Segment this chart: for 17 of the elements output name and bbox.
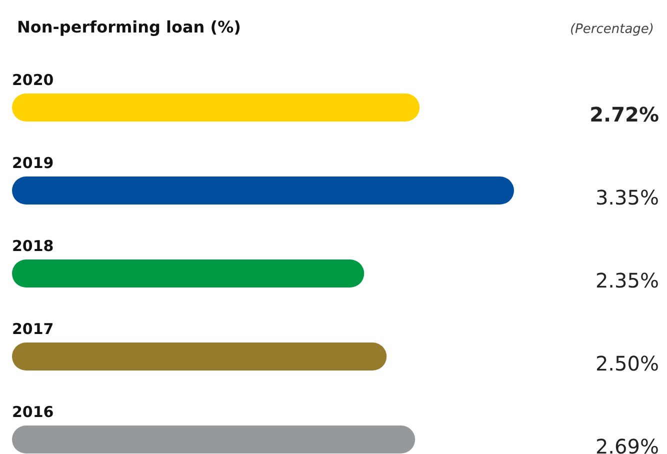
data-label: 2.35% [595, 268, 659, 292]
y-tick-label: 2019 [12, 154, 54, 172]
bar [12, 176, 514, 204]
data-label: 2.69% [595, 434, 659, 454]
y-tick-label: 2018 [12, 237, 54, 255]
data-label: 2.50% [595, 352, 659, 376]
chart-title: Non-performing loan (%) [17, 18, 241, 36]
data-label: 3.35% [595, 186, 659, 210]
text: (Percentage) [570, 22, 654, 37]
bar [12, 426, 416, 454]
bar [12, 94, 420, 122]
y-tick-label: 2020 [12, 71, 54, 89]
data-label: 2.72% [590, 102, 659, 126]
bar [12, 260, 364, 288]
bar [12, 342, 387, 370]
y-tick-label: 2016 [12, 403, 54, 421]
y-tick-label: 2017 [12, 320, 54, 338]
